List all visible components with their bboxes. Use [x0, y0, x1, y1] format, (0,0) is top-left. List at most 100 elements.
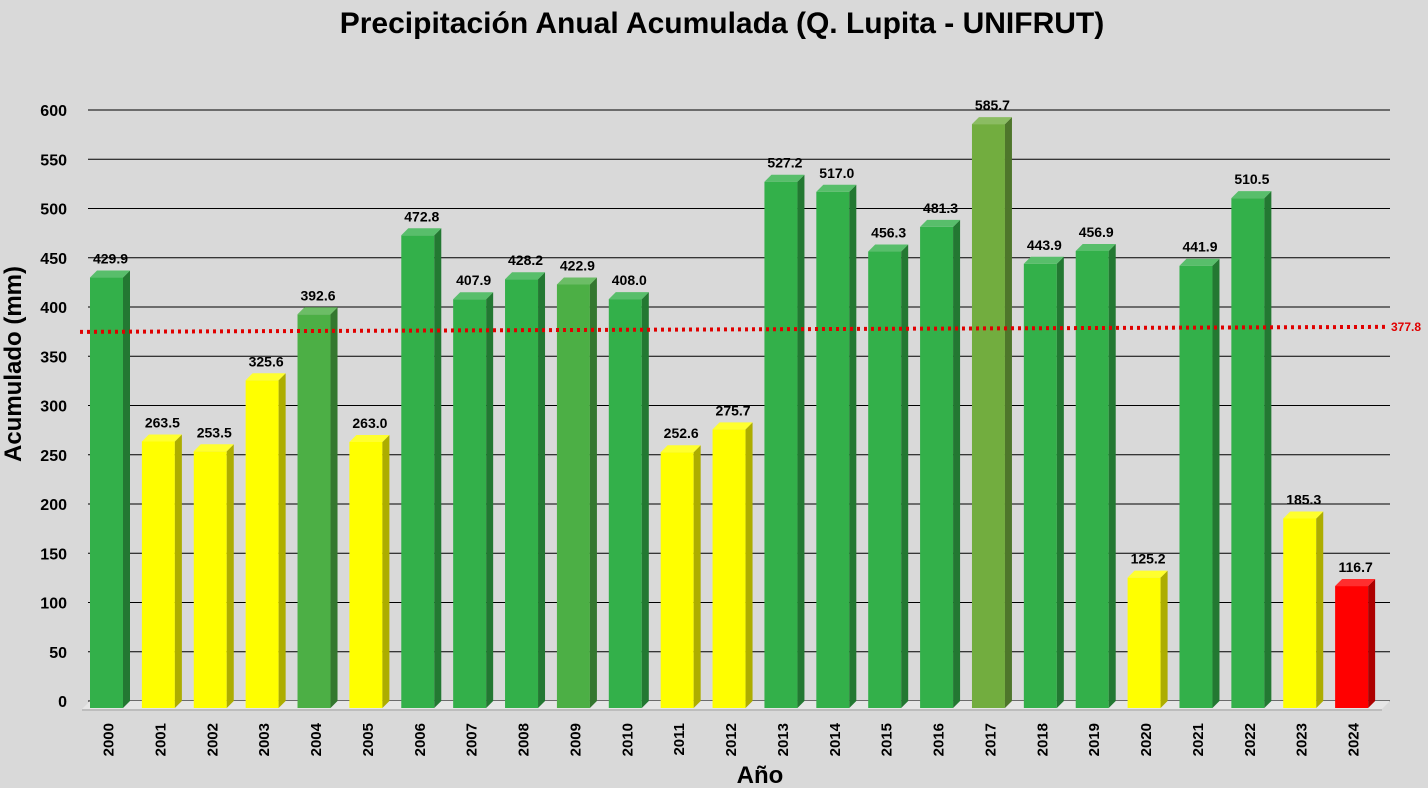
bar-top	[764, 174, 805, 182]
x-tick-label: 2009	[567, 723, 584, 756]
data-label: 456.3	[871, 225, 906, 241]
bar	[1075, 250, 1109, 709]
bar	[245, 380, 279, 708]
x-tick-label: 2000	[101, 723, 118, 756]
bar-side	[226, 444, 234, 708]
bar	[349, 441, 383, 708]
data-label: 443.9	[1027, 237, 1062, 253]
data-label: 517.0	[819, 165, 854, 181]
bar-top	[556, 277, 597, 285]
data-label: 125.2	[1131, 551, 1166, 567]
bar	[90, 277, 123, 708]
data-labels: 429.9 263.5 253.5 325.6 392.6 263.0 472.8 407.9…	[93, 97, 1373, 575]
x-tick-label: 2017	[982, 723, 999, 756]
bar-top	[1231, 191, 1272, 199]
average-label: 377.8	[1391, 320, 1421, 334]
bar	[1127, 577, 1161, 708]
x-tick-label: 2024	[1346, 722, 1363, 756]
bar-side	[123, 270, 130, 708]
bar-top	[608, 292, 649, 300]
bar-side	[1160, 570, 1168, 708]
bar-top	[1075, 243, 1116, 251]
x-tick-label: 2002	[204, 723, 221, 756]
x-tick-label: 2001	[152, 723, 169, 756]
x-tick-label: 2016	[931, 723, 948, 756]
y-tick-label: 250	[40, 448, 67, 465]
x-tick-label: 2008	[516, 723, 533, 756]
bar-side	[434, 228, 442, 709]
data-label: 252.6	[664, 425, 699, 441]
bar	[712, 429, 746, 708]
bar-side	[1368, 579, 1376, 708]
x-axis-ticks: 2000 2001 2002 2003 2004 2005 2006 2007 2008 2009…	[101, 722, 1363, 756]
bar-top	[1179, 258, 1220, 266]
bar	[556, 284, 590, 708]
data-label: 441.9	[1182, 239, 1217, 255]
bar	[1335, 586, 1369, 708]
y-tick-label: 450	[40, 251, 67, 268]
y-tick-label: 500	[40, 202, 67, 219]
x-tick-label: 2019	[1086, 723, 1103, 756]
data-label: 422.9	[560, 257, 595, 273]
data-label: 325.6	[249, 353, 284, 369]
x-tick-label: 2015	[879, 723, 896, 756]
x-tick-label: 2004	[308, 722, 325, 756]
bar-top	[660, 445, 701, 453]
bar-side	[1264, 191, 1272, 709]
data-label: 116.7	[1338, 559, 1372, 575]
bar-top	[349, 434, 390, 442]
bar	[868, 251, 902, 708]
x-tick-label: 2005	[360, 723, 377, 756]
bar-side	[538, 272, 546, 708]
data-label: 185.3	[1286, 491, 1321, 507]
bar-side	[849, 184, 857, 708]
bar-top	[1127, 570, 1168, 578]
bar-top	[1335, 579, 1376, 587]
bar-side	[1004, 117, 1012, 708]
bar	[141, 441, 175, 708]
x-tick-label: 2012	[723, 723, 740, 756]
bar-top	[816, 184, 857, 192]
bars	[90, 117, 1376, 709]
x-tick-label: 2022	[1242, 723, 1259, 756]
y-axis-ticks: 0 50 100 150 200 250 300 350 400 450 500 550 600	[40, 103, 67, 711]
average-line	[79, 324, 1389, 334]
bar-side	[745, 422, 753, 708]
data-label: 275.7	[716, 402, 751, 418]
bar-side	[901, 244, 909, 708]
data-label: 263.5	[145, 414, 180, 430]
x-tick-label: 2023	[1294, 723, 1311, 756]
bar-side	[1108, 243, 1116, 709]
bar-top	[401, 228, 442, 236]
bar-side	[589, 277, 597, 708]
bar	[816, 191, 850, 708]
x-tick-label: 2013	[775, 723, 792, 756]
floor-edge	[82, 709, 1382, 711]
bar-top	[920, 219, 961, 227]
bar-top	[90, 270, 130, 278]
bar-top	[297, 307, 338, 315]
data-label: 263.0	[352, 415, 387, 431]
x-tick-label: 2020	[1138, 723, 1155, 756]
bar-side	[382, 434, 390, 708]
x-tick-label: 2003	[256, 723, 273, 756]
x-axis-title: Año	[737, 762, 784, 788]
bar-top	[1023, 256, 1064, 264]
chart-title: Precipitación Anual Acumulada (Q. Lupita…	[340, 7, 1105, 40]
data-label: 392.6	[300, 287, 335, 303]
bar	[505, 279, 539, 708]
data-label: 408.0	[612, 272, 647, 288]
bar-top	[141, 434, 182, 442]
bar-top	[868, 244, 909, 252]
data-label: 253.5	[197, 424, 232, 440]
bar	[453, 299, 487, 708]
y-tick-label: 300	[40, 399, 67, 416]
bar-side	[797, 174, 805, 708]
average-line-group: 377.8	[79, 320, 1421, 334]
y-tick-label: 0	[58, 694, 67, 711]
data-label: 585.7	[975, 97, 1010, 113]
bar-top	[1283, 511, 1324, 519]
bar	[401, 235, 435, 709]
data-label: 527.2	[767, 155, 802, 171]
